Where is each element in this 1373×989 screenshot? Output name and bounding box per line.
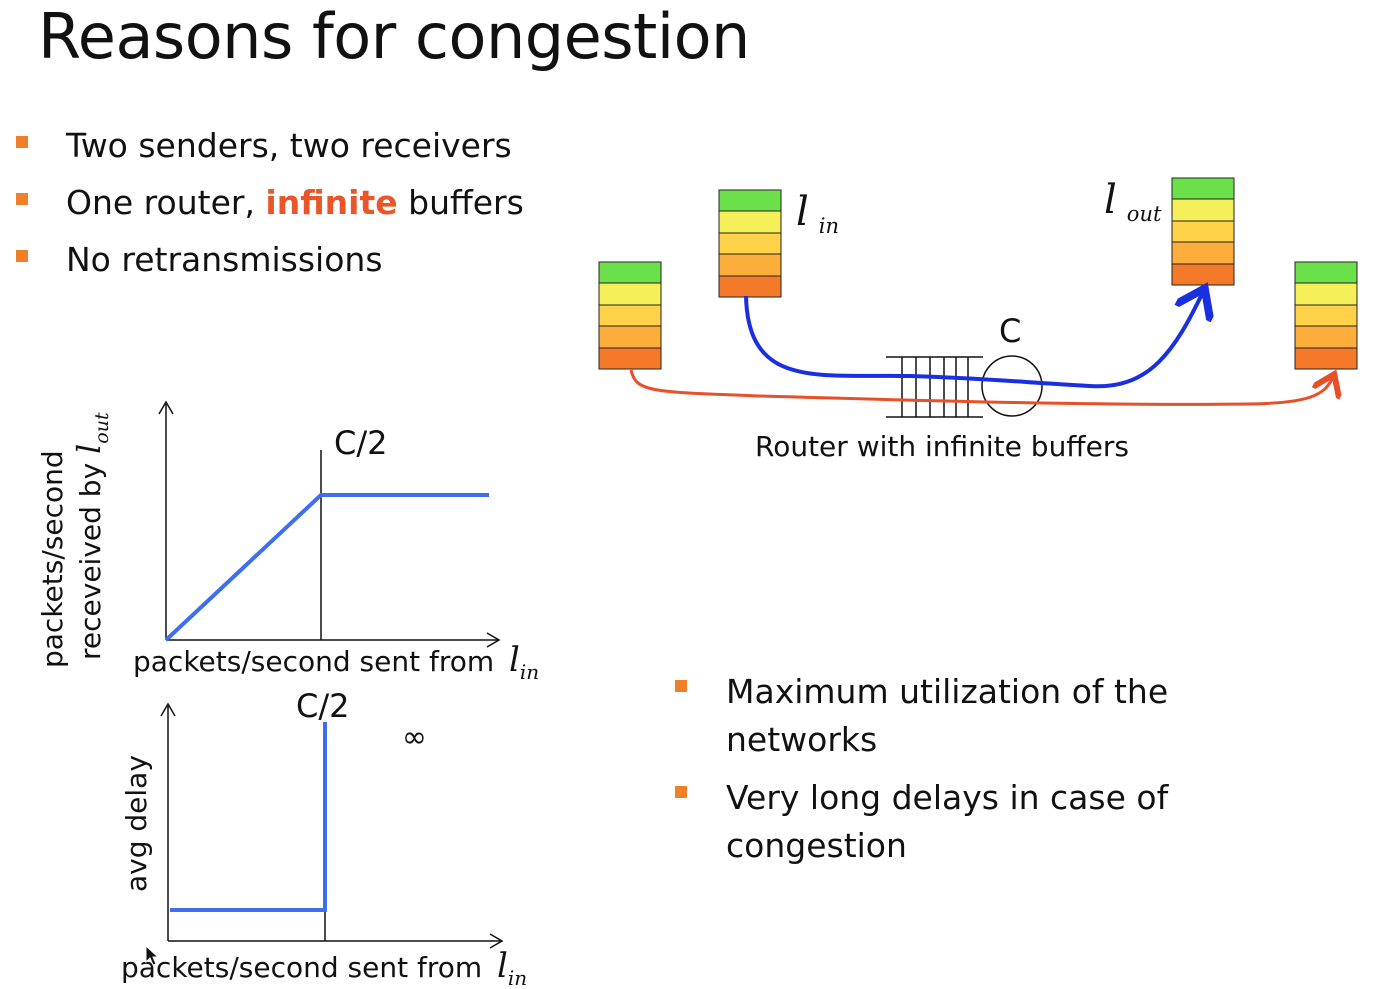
mouse-cursor-icon xyxy=(145,944,160,966)
plot2-xlabel: packets/second sent from lin xyxy=(121,946,527,989)
slide-title: Reasons for congestion xyxy=(38,0,750,73)
bullet-square-icon xyxy=(16,193,28,205)
bullet-text: Very long delays in case of congestion xyxy=(726,778,1169,865)
top-bullet-list: Two senders, two receivers One router, i… xyxy=(16,126,524,297)
plot2-infinity-label: ∞ xyxy=(402,720,427,755)
bullet-square-icon xyxy=(16,250,28,262)
blue-flow-arrow xyxy=(744,292,1203,389)
bullet-item: Two senders, two receivers xyxy=(16,126,524,183)
plot2-delay-line xyxy=(170,722,327,912)
plot1-xlabel: packets/second sent from lin xyxy=(133,640,539,684)
bullet-square-icon xyxy=(16,136,28,148)
sender-in-stack xyxy=(718,189,782,298)
capacity-label: C xyxy=(999,312,1021,350)
receiver-out-stack xyxy=(1171,177,1235,286)
bullet-item: No retransmissions xyxy=(16,240,524,297)
bottom-bullet-list: Maximum utilization of the networks Very… xyxy=(675,668,1186,880)
bullet-highlight: infinite xyxy=(265,183,398,222)
plot1-ylabel-line2: receveived by lout xyxy=(70,412,113,660)
bullet-text: Maximum utilization of the networks xyxy=(726,672,1169,759)
plot1-ylabel-line1: packets/second xyxy=(36,450,69,668)
bullet-text: One router, xyxy=(66,183,266,222)
bullet-item: One router, infinite buffers xyxy=(16,183,524,240)
plot2-c2-label: C/2 xyxy=(296,687,349,725)
bullet-text: Two senders, two receivers xyxy=(66,126,512,165)
plot1-throughput-line xyxy=(164,493,489,642)
plot2-ylabel: avg delay xyxy=(120,755,153,892)
bullet-item: Maximum utilization of the networks xyxy=(675,668,1186,764)
bullet-text: No retransmissions xyxy=(66,240,383,279)
red-flow-arrow xyxy=(629,370,1333,406)
throughput-plot: C/2 packets/second sent from lin packets… xyxy=(36,400,539,684)
lambda-out-label: l out xyxy=(1104,177,1162,226)
bullet-square-icon xyxy=(675,786,687,798)
bullet-square-icon xyxy=(675,680,687,692)
router-caption: Router with infinite buffers xyxy=(755,430,1129,463)
router-link-circle xyxy=(981,355,1043,417)
host-right-stack xyxy=(1294,261,1358,370)
delay-plot: C/2 ∞ packets/second sent from lin avg d… xyxy=(120,687,527,989)
plot1-c2-label: C/2 xyxy=(334,424,387,462)
router-queue xyxy=(886,356,983,418)
bullet-text-tail: buffers xyxy=(397,183,524,222)
host-left-stack xyxy=(598,261,662,370)
bullet-item: Very long delays in case of congestion xyxy=(675,774,1186,870)
lambda-in-label: l in xyxy=(796,189,839,238)
